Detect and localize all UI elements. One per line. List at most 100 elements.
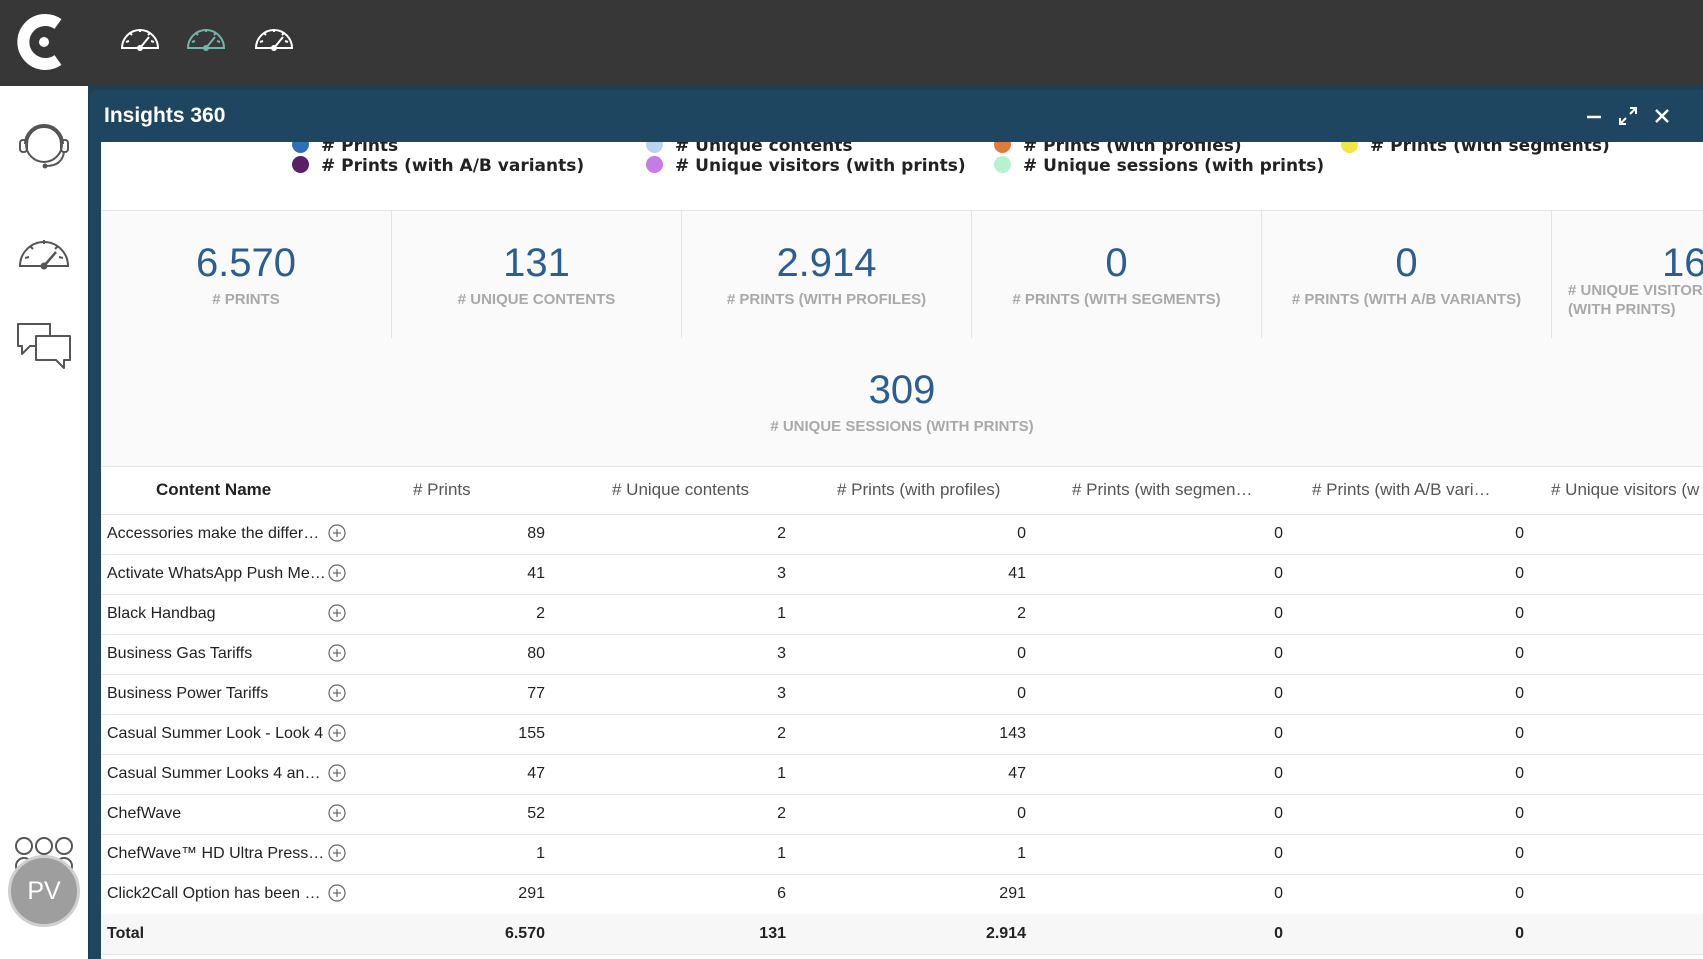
numeric-cell: 291	[518, 885, 545, 902]
table-row[interactable]: ChefWave™ HD Ultra Pressu… 1 1 1 0 0	[101, 834, 1703, 875]
numeric-cell: 6.570	[504, 925, 545, 942]
kpi-card: 6.570 # Prints	[101, 211, 392, 339]
legend-item[interactable]: # Unique contents	[646, 142, 852, 156]
legend-item[interactable]: # Prints (with profiles)	[994, 142, 1242, 156]
table-row[interactable]: Black Handbag 2 1 2 0 0	[101, 594, 1703, 635]
numeric-cell: 2	[777, 525, 786, 542]
legend-dot	[994, 142, 1011, 153]
numeric-cell: 0	[1274, 685, 1283, 702]
numeric-cell: 0	[1515, 765, 1524, 782]
table-row[interactable]: Business Gas Tariffs 80 3 0 0 0	[101, 634, 1703, 675]
window-title: Insights 360	[104, 104, 226, 127]
table-row[interactable]: Click2Call Option has been e… 291 6 291 0 0	[101, 874, 1703, 915]
table-row[interactable]: Accessories make the differ… 89 2 0 0 0	[101, 514, 1703, 555]
legend-item[interactable]: # Prints (with segments)	[1341, 142, 1610, 156]
legend-item[interactable]: # Unique visitors (with prints)	[646, 156, 966, 176]
numeric-cell: 291	[999, 885, 1026, 902]
kpi-value: 131	[503, 241, 570, 285]
kpi-value: 0	[1105, 241, 1128, 285]
numeric-cell: 1	[777, 765, 786, 782]
gauge-active-icon[interactable]	[184, 20, 228, 54]
numeric-cell: 1	[777, 605, 786, 622]
kpi-card: 131 # Unique contents	[392, 211, 682, 339]
kpi-label: # Prints (with A/B variants)	[1291, 291, 1522, 308]
numeric-cell: 0	[1274, 565, 1283, 582]
legend-item[interactable]: # Prints	[292, 142, 398, 156]
expand-plus-icon[interactable]	[328, 764, 346, 782]
column-header-prints-segments[interactable]: # Prints (with segmen…	[1072, 480, 1253, 499]
table-row[interactable]: ChefWave 52 2 0 0 0	[101, 794, 1703, 835]
expand-plus-icon[interactable]	[328, 804, 346, 822]
table-row[interactable]: Casual Summer Look - Look 4 155 2 143 0 0	[101, 714, 1703, 755]
sidebar: PV	[0, 86, 89, 959]
numeric-cell: 0	[1515, 645, 1524, 662]
numeric-cell: 0	[1515, 605, 1524, 622]
chart-legend: # Prints # Unique contents # Prints (wit…	[101, 142, 1703, 210]
expand-plus-icon[interactable]	[328, 844, 346, 862]
minimize-icon[interactable]	[1582, 104, 1606, 128]
expand-plus-icon[interactable]	[328, 724, 346, 742]
column-header-prints-ab[interactable]: # Prints (with A/B vari…	[1312, 480, 1491, 499]
user-avatar[interactable]: PV	[8, 855, 80, 927]
content-name-cell: Business Power Tariffs	[107, 685, 269, 702]
numeric-cell: 0	[1515, 805, 1524, 822]
table-row[interactable]: Business Power Tariffs 77 3 0 0 0	[101, 674, 1703, 715]
table-row[interactable]: Activate WhatsApp Push Me… 41 3 41 0 0	[101, 554, 1703, 595]
kpi-row: 6.570 # Prints 131 # Unique contents 2.9…	[101, 210, 1703, 340]
numeric-cell: 0	[1274, 765, 1283, 782]
total-label: Total	[107, 925, 145, 942]
workspace: Insights 360 # Prints # Unique contents …	[88, 86, 1703, 959]
numeric-cell: 1	[1017, 845, 1026, 862]
close-icon[interactable]	[1650, 104, 1674, 128]
numeric-cell: 41	[1008, 565, 1026, 582]
numeric-cell: 47	[527, 765, 545, 782]
gauge-icon[interactable]	[252, 20, 296, 54]
column-header-prints-profiles[interactable]: # Prints (with profiles)	[837, 480, 1001, 499]
content-name-cell: Black Handbag	[107, 605, 216, 622]
numeric-cell: 0	[1017, 645, 1026, 662]
content-name-cell: ChefWave	[107, 805, 182, 822]
numeric-cell: 131	[759, 925, 786, 942]
support-agent-icon[interactable]	[14, 116, 74, 172]
gauge-icon[interactable]	[14, 224, 74, 280]
chat-icon[interactable]	[14, 318, 74, 374]
numeric-cell: 80	[527, 645, 545, 662]
column-header-unique-contents[interactable]: # Unique contents	[612, 480, 750, 499]
numeric-cell: 0	[1515, 925, 1524, 942]
numeric-cell: 2	[777, 725, 786, 742]
legend-item[interactable]: # Unique sessions (with prints)	[994, 156, 1324, 176]
numeric-cell: 0	[1274, 925, 1283, 942]
content-name-cell: Accessories make the differ…	[107, 525, 320, 542]
numeric-cell: 2	[536, 605, 545, 622]
expand-plus-icon[interactable]	[328, 564, 346, 582]
numeric-cell: 3	[777, 565, 786, 582]
column-header-content-name[interactable]: Content Name	[156, 480, 272, 499]
content-name-cell: Activate WhatsApp Push Me…	[107, 565, 326, 582]
expand-plus-icon[interactable]	[328, 684, 346, 702]
kpi-value: 2.914	[776, 241, 877, 285]
legend-item[interactable]: # Prints (with A/B variants)	[292, 156, 584, 176]
kpi-card-wide: 309 # Unique sessions (with prints)	[101, 338, 1703, 467]
expand-plus-icon[interactable]	[328, 524, 346, 542]
legend-dot	[646, 156, 663, 173]
expand-plus-icon[interactable]	[328, 884, 346, 902]
expand-plus-icon[interactable]	[328, 604, 346, 622]
numeric-cell: 2	[777, 805, 786, 822]
numeric-cell: 0	[1274, 645, 1283, 662]
maximize-icon[interactable]	[1616, 104, 1640, 128]
numeric-cell: 77	[527, 685, 545, 702]
table-row[interactable]: Casual Summer Looks 4 and… 47 1 47 0 0	[101, 754, 1703, 795]
kpi-card: 0 # Prints (with segments)	[972, 211, 1262, 339]
app-logo-icon[interactable]	[14, 12, 68, 72]
content-name-cell: Business Gas Tariffs	[107, 645, 253, 662]
kpi-label: # Unique visitors (with prints)	[1568, 282, 1703, 318]
legend-dot	[292, 142, 309, 153]
expand-plus-icon[interactable]	[328, 644, 346, 662]
numeric-cell: 0	[1515, 525, 1524, 542]
legend-dot	[646, 142, 663, 153]
content-name-cell: ChefWave™ HD Ultra Pressu…	[107, 845, 327, 862]
column-header-prints[interactable]: # Prints	[413, 480, 471, 499]
table-total-row[interactable]: Total 6.570 131 2.914 0 0	[101, 914, 1703, 955]
column-header-unique-visitors[interactable]: # Unique visitors (w	[1551, 480, 1700, 499]
gauge-icon[interactable]	[118, 20, 162, 54]
